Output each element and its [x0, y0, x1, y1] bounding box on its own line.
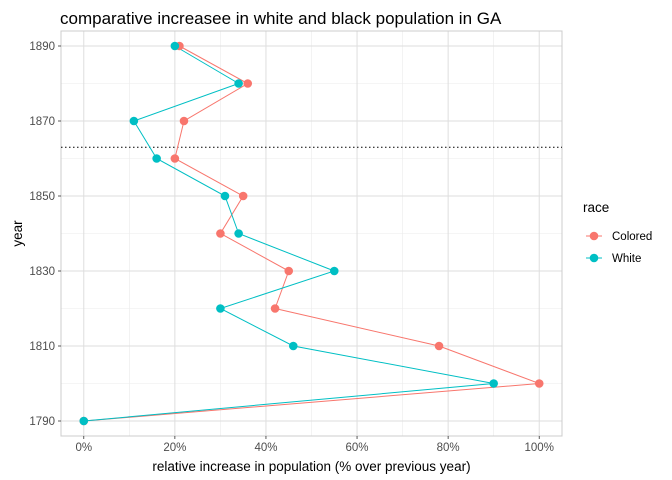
data-point-white	[489, 379, 498, 388]
data-point-white	[216, 304, 225, 313]
panel-border	[60, 30, 563, 437]
y-tick-label: 1850	[29, 191, 55, 203]
data-point-white	[79, 416, 89, 426]
y-axis-ticks: 1790 1810 1830 1850 1870 1890	[29, 41, 61, 428]
data-point-colored	[284, 266, 294, 276]
data-point-colored	[534, 379, 544, 388]
data-point-white	[329, 266, 339, 276]
legend-key-colored	[589, 231, 599, 241]
data-point-colored	[238, 191, 248, 201]
legend-label-colored: Colored	[612, 231, 652, 243]
y-tick-label: 1810	[29, 341, 55, 353]
data-point-colored	[216, 229, 225, 238]
legend-label-white: White	[612, 253, 641, 265]
data-point-colored	[434, 341, 444, 351]
x-tick-label: 60%	[346, 442, 369, 454]
x-tick-label: 100%	[525, 442, 554, 454]
data-point-white	[288, 341, 298, 351]
x-tick-label: 0%	[75, 442, 92, 454]
data-point-colored	[179, 116, 189, 126]
x-tick-label: 20%	[163, 442, 186, 454]
data-point-white	[220, 191, 230, 201]
data-point-colored	[170, 154, 180, 163]
y-tick-label: 1870	[29, 116, 55, 128]
x-tick-label: 80%	[437, 442, 460, 454]
data-point-colored	[270, 304, 280, 313]
legend-title: race	[583, 200, 609, 215]
legend: race Colored White	[583, 200, 652, 265]
data-point-white	[129, 116, 139, 126]
legend-key-white	[589, 253, 599, 263]
data-point-white	[170, 41, 180, 51]
y-tick-label: 1830	[29, 266, 55, 278]
y-tick-label: 1790	[29, 416, 55, 428]
y-axis-title: year	[10, 220, 25, 247]
chart-title: comparative increasee in white and black…	[60, 9, 502, 28]
data-point-colored	[243, 79, 253, 88]
grid-major	[61, 31, 562, 436]
x-axis-title: relative increase in population (% over …	[152, 459, 470, 474]
series-layer	[79, 41, 544, 426]
data-point-white	[234, 79, 243, 88]
y-tick-label: 1890	[29, 41, 55, 53]
data-point-white	[234, 229, 243, 238]
grid-minor	[61, 31, 562, 436]
x-tick-label: 40%	[254, 442, 277, 454]
x-axis-ticks: 0% 20% 40% 60% 80% 100%	[75, 436, 554, 454]
data-point-white	[152, 154, 161, 163]
legend-items: Colored White	[586, 231, 652, 265]
